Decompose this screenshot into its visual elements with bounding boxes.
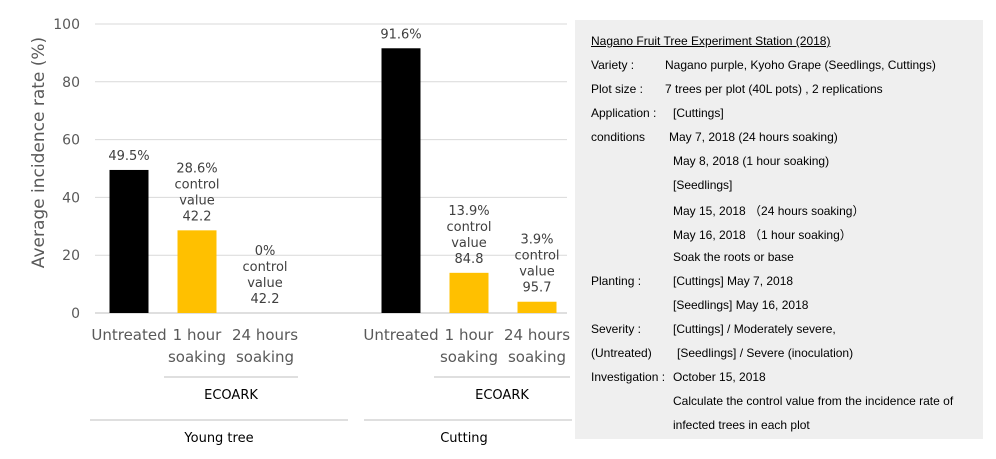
planting-line-2: [Seedlings] May 16, 2018 — [673, 298, 809, 312]
x-tick-label-0-1-0: 1 hour — [173, 326, 223, 344]
data-label-1-1-0: 13.9% — [448, 204, 489, 219]
condition-line-3: May 15, 2018 （24 hours soaking） — [673, 204, 865, 218]
data-label-1-1-3: 84.8 — [455, 252, 484, 267]
bar-cutting-2 — [517, 301, 557, 313]
subgroup-label-1: ECOARK — [475, 388, 529, 403]
data-label-0-1-3: 42.2 — [183, 209, 212, 224]
y-tick-label-0: 0 — [71, 306, 80, 322]
variety-label: Variety : — [591, 58, 635, 72]
data-label-1-1-2: value — [451, 236, 487, 251]
subgroup-label-0: ECOARK — [204, 388, 258, 403]
x-tick-label-1-0-0: Untreated — [363, 326, 438, 344]
y-tick-label-80: 80 — [62, 75, 80, 91]
bar-young-tree-0 — [109, 169, 149, 313]
plot-size-label: Plot size : — [591, 82, 644, 96]
data-label-1-2-2: value — [519, 265, 555, 280]
x-tick-label-0-1-1: soaking — [168, 348, 226, 366]
x-tick-label-1-2-1: soaking — [508, 348, 566, 366]
severity-label: Severity : — [591, 322, 642, 336]
y-tick-label-60: 60 — [62, 133, 80, 149]
bar-cutting-1 — [449, 272, 489, 313]
data-label-0-0-0: 49.5% — [108, 149, 149, 164]
bar-cutting-0 — [381, 48, 421, 313]
data-label-0-1-1: control — [174, 177, 219, 192]
plot-size-value: 7 trees per plot (40L pots) , 2 replicat… — [665, 82, 883, 96]
group-label-0: Young tree — [183, 431, 253, 446]
planting-line-1: [Cuttings] May 7, 2018 — [673, 274, 794, 288]
application-label: Application : — [591, 106, 657, 120]
condition-line-5: Soak the roots or base — [673, 250, 794, 264]
application-cuttings: [Cuttings] — [673, 106, 724, 120]
data-label-0-2-1: control — [242, 260, 287, 275]
planting-label: Planting : — [591, 274, 642, 288]
condition-line-1: May 7, 2018 (24 hours soaking) — [669, 130, 838, 144]
calc-line-1: Calculate the control value from the inc… — [673, 394, 954, 408]
incidence-rate-chart: 0 20 40 60 80 100 Average incidence rate (%) 49… — [29, 17, 572, 446]
condition-seedlings: [Seedlings] — [673, 178, 733, 192]
data-label-1-2-0: 3.9% — [520, 233, 553, 248]
untreated-label: (Untreated) — [591, 346, 652, 360]
y-tick-label-20: 20 — [62, 248, 80, 264]
y-axis-title: Average incidence rate (%) — [29, 37, 49, 268]
x-tick-label-1-2-0: 24 hours — [504, 326, 570, 344]
data-label-1-2-1: control — [514, 249, 559, 264]
condition-line-2: May 8, 2018 (1 hour soaking) — [673, 154, 830, 168]
calc-line-2: infected trees in each plot — [673, 418, 810, 432]
investigation-value: October 15, 2018 — [673, 370, 766, 384]
data-label-0-1-0: 28.6% — [176, 161, 217, 176]
severity-line-1: [Cuttings] / Moderately severe, — [673, 322, 836, 336]
data-label-0-1-2: value — [179, 193, 215, 208]
x-tick-label-0-2-1: soaking — [236, 348, 294, 366]
group-label-1: Cutting — [440, 431, 488, 446]
y-tick-label-100: 100 — [53, 17, 80, 33]
data-label-0-2-3: 42.2 — [251, 292, 280, 307]
x-tick-label-1-1-0: 1 hour — [445, 326, 495, 344]
data-label-0-2-2: value — [247, 276, 283, 291]
data-label-0-2-0: 0% — [255, 244, 276, 259]
experiment-info-panel: Nagano Fruit Tree Experiment Station (20… — [575, 20, 983, 439]
condition-line-4: May 16, 2018 （1 hour soaking） — [673, 228, 852, 242]
investigation-label: Investigation : — [591, 370, 666, 384]
variety-value: Nagano purple, Kyoho Grape (Seedlings, C… — [665, 58, 936, 72]
info-title: Nagano Fruit Tree Experiment Station (20… — [591, 34, 831, 48]
conditions-label: conditions — [591, 130, 646, 144]
data-label-1-1-1: control — [446, 220, 491, 235]
x-tick-label-0-2-0: 24 hours — [232, 326, 298, 344]
x-tick-label-0-0-0: Untreated — [91, 326, 166, 344]
x-tick-label-1-1-1: soaking — [440, 348, 498, 366]
severity-line-2: [Seedlings] / Severe (inoculation) — [677, 346, 854, 360]
bar-young-tree-1 — [177, 230, 217, 313]
y-tick-label-40: 40 — [62, 190, 80, 206]
data-label-1-0-0: 91.6% — [380, 27, 421, 42]
data-label-1-2-3: 95.7 — [523, 281, 552, 296]
